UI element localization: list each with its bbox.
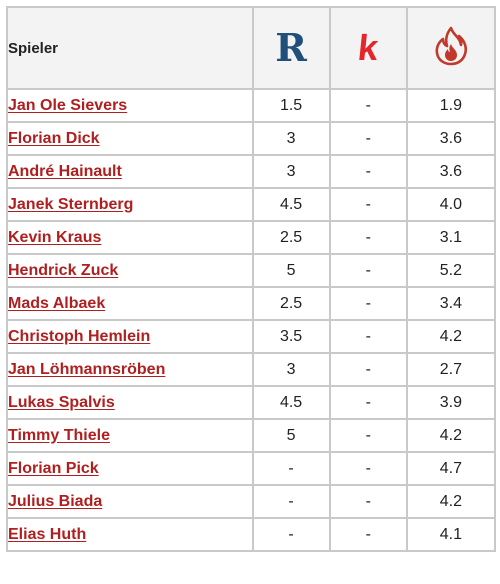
column-header-r: R <box>251 6 331 90</box>
rating-flame-cell: 3.4 <box>405 286 497 321</box>
table-row: Timmy Thiele 5-4.2 <box>6 418 497 453</box>
table-row: Kevin Kraus 2.5-3.1 <box>6 220 497 255</box>
table-row: Jan Ole Sievers 1.5-1.9 <box>6 88 497 123</box>
rating-flame-cell: 3.6 <box>405 154 497 189</box>
rating-r-cell: - <box>251 484 331 519</box>
rating-k-cell: - <box>328 352 408 387</box>
rating-flame-cell: 3.9 <box>405 385 497 420</box>
ratings-table-container: Spieler R k Jan Ole Sievers 1.5-1 <box>6 6 497 552</box>
player-cell: Elias Huth <box>6 517 254 552</box>
rating-flame-cell: 1.9 <box>405 88 497 123</box>
table-body: Jan Ole Sievers 1.5-1.9 Florian Dick 3-3.6 A… <box>6 88 497 552</box>
player-cell: Florian Pick <box>6 451 254 486</box>
rating-flame-cell: 4.1 <box>405 517 497 552</box>
player-cell: Hendrick Zuck <box>6 253 254 288</box>
table-row: Florian Dick 3-3.6 <box>6 121 497 156</box>
player-link[interactable]: Florian Dick <box>8 129 100 147</box>
table-row: Hendrick Zuck 5-5.2 <box>6 253 497 288</box>
player-link[interactable]: Mads Albaek <box>8 294 106 312</box>
player-link[interactable]: André Hainault <box>8 162 122 180</box>
rating-r-cell: 4.5 <box>251 385 331 420</box>
rating-k-cell: - <box>328 451 408 486</box>
rating-r-cell: 1.5 <box>251 88 331 123</box>
player-cell: Julius Biada <box>6 484 254 519</box>
rating-flame-cell: 3.1 <box>405 220 497 255</box>
column-header-k: k <box>328 6 408 90</box>
player-link[interactable]: Hendrick Zuck <box>8 261 119 279</box>
rating-k-cell: - <box>328 484 408 519</box>
rating-flame-cell: 4.2 <box>405 418 497 453</box>
table-row: Julius Biada - -4.2 <box>6 484 497 519</box>
rating-r-cell: 3.5 <box>251 319 331 354</box>
player-cell: Florian Dick <box>6 121 254 156</box>
rating-r-cell: 3 <box>251 352 331 387</box>
player-link[interactable]: Timmy Thiele <box>8 426 110 444</box>
rating-r-cell: 3 <box>251 154 331 189</box>
rating-r-cell: 2.5 <box>251 220 331 255</box>
rating-r-cell: 3 <box>251 121 331 156</box>
rating-r-cell: 5 <box>251 418 331 453</box>
table-row: Jan Löhmannsröben 3-2.7 <box>6 352 497 387</box>
table-row: André Hainault 3-3.6 <box>6 154 497 189</box>
rating-r-cell: - <box>251 451 331 486</box>
rating-r-cell: - <box>251 517 331 552</box>
rating-k-cell: - <box>328 253 408 288</box>
rating-k-cell: - <box>328 385 408 420</box>
rating-k-cell: - <box>328 121 408 156</box>
player-cell: Mads Albaek <box>6 286 254 321</box>
k-logo: k <box>356 27 381 68</box>
rating-flame-cell: 4.2 <box>405 319 497 354</box>
table-row: Mads Albaek 2.5-3.4 <box>6 286 497 321</box>
r-logo: R <box>275 25 307 70</box>
rating-r-cell: 2.5 <box>251 286 331 321</box>
rating-flame-cell: 4.0 <box>405 187 497 222</box>
column-header-player: Spieler <box>6 6 254 90</box>
player-cell: Janek Sternberg <box>6 187 254 222</box>
rating-k-cell: - <box>328 517 408 552</box>
player-link[interactable]: Janek Sternberg <box>8 195 134 213</box>
player-cell: Kevin Kraus <box>6 220 254 255</box>
rating-flame-cell: 3.6 <box>405 121 497 156</box>
flame-icon <box>433 26 469 66</box>
player-link[interactable]: Christoph Hemlein <box>8 327 151 345</box>
rating-r-cell: 4.5 <box>251 187 331 222</box>
rating-k-cell: - <box>328 154 408 189</box>
player-cell: Jan Löhmannsröben <box>6 352 254 387</box>
player-link[interactable]: Jan Löhmannsröben <box>8 360 166 378</box>
player-cell: Christoph Hemlein <box>6 319 254 354</box>
player-ratings-table: Spieler R k Jan Ole Sievers 1.5-1 <box>6 6 497 552</box>
rating-k-cell: - <box>328 418 408 453</box>
table-header: Spieler R k <box>6 6 497 90</box>
column-header-flame <box>405 6 497 90</box>
rating-k-cell: - <box>328 88 408 123</box>
table-row: Janek Sternberg 4.5-4.0 <box>6 187 497 222</box>
player-link[interactable]: Florian Pick <box>8 459 99 477</box>
player-link[interactable]: Julius Biada <box>8 492 103 510</box>
player-cell: André Hainault <box>6 154 254 189</box>
rating-flame-cell: 2.7 <box>405 352 497 387</box>
player-cell: Lukas Spalvis <box>6 385 254 420</box>
table-row: Florian Pick - -4.7 <box>6 451 497 486</box>
table-row: Lukas Spalvis 4.5-3.9 <box>6 385 497 420</box>
player-link[interactable]: Jan Ole Sievers <box>8 96 128 114</box>
player-link[interactable]: Lukas Spalvis <box>8 393 115 411</box>
rating-k-cell: - <box>328 286 408 321</box>
player-link[interactable]: Kevin Kraus <box>8 228 102 246</box>
rating-k-cell: - <box>328 187 408 222</box>
rating-flame-cell: 4.7 <box>405 451 497 486</box>
header-row: Spieler R k <box>6 6 497 90</box>
table-row: Elias Huth - -4.1 <box>6 517 497 552</box>
rating-flame-cell: 5.2 <box>405 253 497 288</box>
rating-flame-cell: 4.2 <box>405 484 497 519</box>
player-link[interactable]: Elias Huth <box>8 525 87 543</box>
rating-r-cell: 5 <box>251 253 331 288</box>
player-cell: Jan Ole Sievers <box>6 88 254 123</box>
table-row: Christoph Hemlein 3.5-4.2 <box>6 319 497 354</box>
rating-k-cell: - <box>328 220 408 255</box>
player-cell: Timmy Thiele <box>6 418 254 453</box>
rating-k-cell: - <box>328 319 408 354</box>
